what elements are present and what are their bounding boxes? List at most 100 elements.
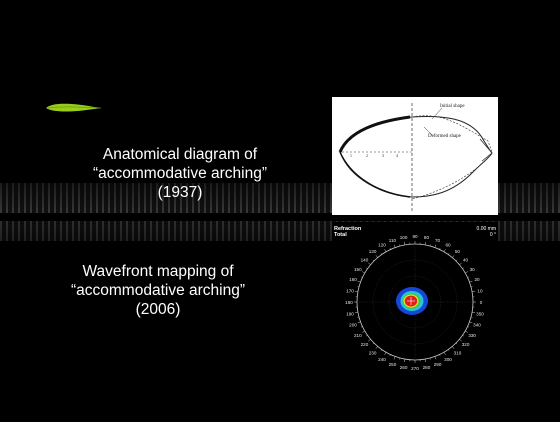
wavefront-angle-label: 170: [346, 288, 354, 293]
caption-line: “accommodative arching”: [70, 282, 245, 299]
wavefront-angle-label: 240: [378, 357, 386, 362]
wavefront-angle-label: 110: [389, 238, 397, 243]
wavefront-tick: [389, 354, 391, 357]
wavefront-tick: [455, 259, 458, 262]
wavefront-tick: [360, 276, 363, 278]
wavefront-angle-label: 220: [361, 342, 369, 347]
wavefront-tick: [384, 249, 387, 252]
wavefront-tick: [467, 276, 470, 278]
wavefront-tick: [469, 280, 473, 283]
wavefront-angle-label: 300: [444, 357, 452, 362]
diagram-initial-label: Initial shape: [440, 104, 465, 109]
wavefront-tick: [443, 249, 446, 252]
wavefront-tick: [424, 241, 426, 245]
wavefront-angle-label: 80: [424, 235, 430, 240]
wavefront-angle-label: 160: [349, 277, 357, 282]
wavefront-tick: [366, 267, 368, 269]
caption-line: (2006): [135, 301, 181, 318]
caption-line: Anatomical diagram of: [102, 146, 258, 163]
wavefront-tick: [459, 339, 462, 342]
diagram-deformed-label: Deformed shape: [428, 134, 462, 139]
wavefront-tick: [389, 247, 391, 250]
wavefront-angle-label: 90: [412, 234, 418, 239]
wavefront-angle-label: 310: [454, 350, 462, 355]
wavefront-tick: [472, 311, 476, 313]
wavefront-angle-label: 100: [400, 235, 408, 240]
wavefront-angle-label: 340: [473, 322, 481, 327]
wavefront-tick: [424, 359, 426, 363]
wavefront-tick: [393, 244, 396, 248]
wavefront-tick: [404, 241, 406, 245]
wavefront-tick: [439, 354, 441, 357]
wavefront-tick: [472, 291, 476, 293]
wavefront-map-image: Refraction Total 0.00 mm 0 ° 0 10 20 30 40 50…: [332, 222, 498, 375]
anatomical-diagram-image: Initial shape Deformed shape 1 2 3 4: [332, 97, 498, 215]
wavefront-tick: [366, 335, 368, 337]
leaf-icon: [46, 103, 102, 112]
wavefront-tick: [375, 255, 378, 258]
wavefront-tick: [368, 339, 371, 342]
wavefront-angle-label: 330: [468, 333, 476, 338]
wavefront-tick: [357, 280, 361, 283]
wavefront-angle-label: 20: [474, 277, 480, 282]
wavefront-angle-label: 190: [346, 311, 354, 316]
wavefront-angle-label: 230: [369, 350, 377, 355]
caption-wavefront-mapping: Wavefront mapping of “accommodative arch…: [38, 262, 278, 319]
wavefront-subtitle: Total: [334, 232, 347, 238]
diagram-axis-mark: 4: [396, 153, 398, 158]
wavefront-angle-label: 250: [389, 362, 397, 367]
diagram-axis-mark: 3: [382, 153, 384, 158]
wavefront-tick: [455, 342, 458, 345]
wavefront-tick: [448, 253, 450, 255]
wavefront-tick: [354, 291, 358, 293]
wavefront-angle-label: 210: [354, 333, 362, 338]
wavefront-tick: [459, 262, 462, 265]
wavefront-angle-label: 150: [354, 267, 362, 272]
wavefront-angle-label: 60: [445, 243, 451, 248]
diagram-axis-mark: 2: [366, 153, 368, 158]
wavefront-angle-label: 30: [470, 267, 476, 272]
caption-anatomical-diagram: Anatomical diagram of “accommodative arc…: [60, 145, 300, 202]
wavefront-angle-label: 10: [477, 288, 483, 293]
wavefront-tick: [443, 352, 446, 355]
diagram-axis-mark: 1: [350, 153, 352, 158]
wavefront-tick: [404, 359, 406, 363]
wavefront-tick: [439, 247, 441, 250]
wavefront-angle-label: 270: [411, 366, 419, 371]
wavefront-tick: [452, 255, 455, 258]
wavefront-tick: [434, 244, 437, 248]
wavefront-angle-label: 120: [378, 243, 386, 248]
wavefront-angle-label: 0: [480, 300, 483, 305]
wavefront-angle-label: 280: [423, 365, 431, 370]
wavefront-tick: [384, 352, 387, 355]
wavefront-tick: [380, 253, 382, 255]
wavefront-scale-angle: 0 °: [489, 232, 496, 238]
wavefront-angle-label: 320: [462, 342, 470, 347]
wavefront-tick: [357, 321, 361, 324]
wavefront-tick: [448, 349, 450, 351]
wavefront-angle-label: 140: [361, 257, 369, 262]
wavefront-tick: [452, 346, 455, 349]
wavefront-scale: 0.00 mm 0 °: [477, 226, 496, 238]
wavefront-tick: [469, 321, 473, 324]
wavefront-tick: [362, 330, 365, 333]
wavefront-angle-label: 260: [400, 365, 408, 370]
wavefront-tick: [375, 346, 378, 349]
wavefront-tick: [372, 259, 375, 262]
wavefront-tick: [368, 262, 371, 265]
wavefront-tick: [467, 326, 470, 328]
wavefront-angle-label: 130: [369, 249, 377, 254]
wavefront-angle-label: 200: [349, 322, 357, 327]
caption-line: Wavefront mapping of: [82, 263, 234, 280]
wavefront-tick: [354, 311, 358, 313]
wavefront-tick: [393, 356, 396, 360]
wavefront-tick: [362, 271, 365, 274]
wavefront-angle-label: 350: [476, 311, 484, 316]
wavefront-tick: [462, 335, 464, 337]
wavefront-angle-label: 290: [434, 362, 442, 367]
caption-line: (1937): [157, 184, 203, 201]
wavefront-angle-label: 40: [463, 257, 469, 262]
wavefront-tick: [465, 271, 468, 274]
wavefront-angle-label: 50: [455, 249, 461, 254]
